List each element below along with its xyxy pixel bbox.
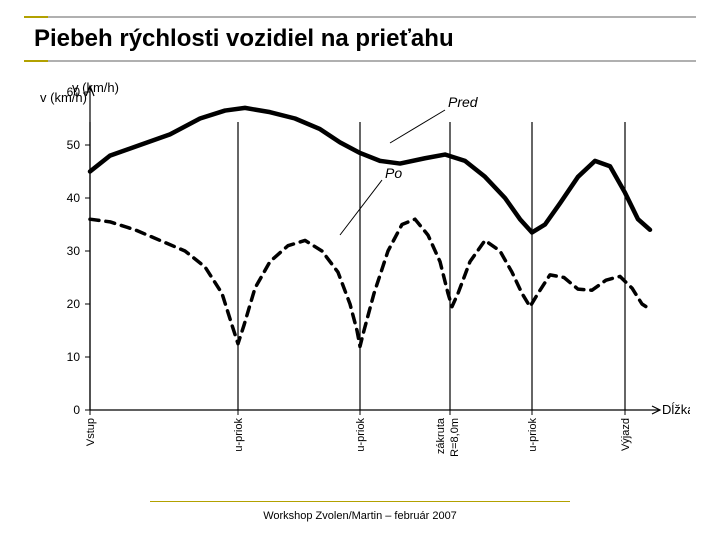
slide-title: Piebeh rýchlosti vozidiel na prieťahu — [30, 25, 454, 53]
svg-text:10: 10 — [67, 350, 81, 364]
svg-text:20: 20 — [67, 297, 81, 311]
series-pointer — [390, 110, 445, 143]
y-axis-label: v (km/h) — [40, 90, 87, 105]
station-label: R=8,0m — [449, 418, 461, 457]
series-pointer — [340, 180, 382, 235]
title-bar: Piebeh rýchlosti vozidiel na prieťahu — [24, 16, 696, 62]
station-label: u-priok — [355, 418, 367, 452]
station-label: Vstup — [85, 418, 97, 446]
slide: Piebeh rýchlosti vozidiel na prieťahu 0 1… — [0, 0, 720, 540]
series-label: Pred — [448, 94, 479, 110]
station-label: u-priok — [527, 418, 539, 452]
chart-svg: 0102030405060v (km/h)v (km/h)DĺžkaVstupu… — [30, 80, 690, 460]
station-label: zákruta — [435, 417, 447, 454]
svg-text:50: 50 — [67, 138, 81, 152]
footer-rule — [150, 501, 570, 502]
station-label: Výjazd — [620, 418, 632, 451]
svg-text:0: 0 — [73, 403, 80, 417]
series-label: Po — [385, 165, 402, 181]
station-label: u-priok — [233, 418, 245, 452]
series-pred — [90, 108, 650, 233]
x-axis-label: Dĺžka — [662, 402, 690, 417]
speed-chart: 0102030405060v (km/h)v (km/h)DĺžkaVstupu… — [30, 80, 690, 460]
svg-text:40: 40 — [67, 191, 81, 205]
title-accent — [24, 16, 48, 62]
footer-text: Workshop Zvolen/Martin – február 2007 — [0, 510, 720, 522]
svg-text:30: 30 — [67, 244, 81, 258]
series-po — [90, 219, 650, 346]
